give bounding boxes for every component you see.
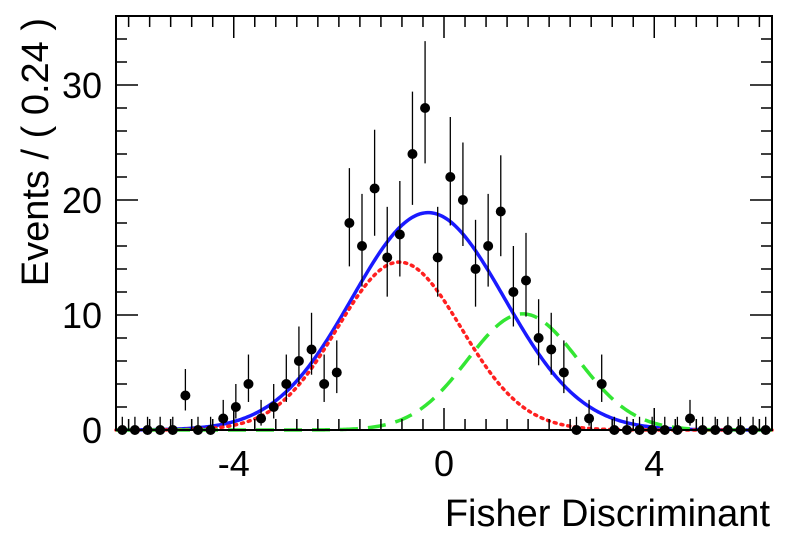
data-marker xyxy=(508,287,519,297)
data-marker xyxy=(533,333,544,343)
y-tick-label: 0 xyxy=(82,410,102,451)
data-point xyxy=(457,142,468,246)
data-marker xyxy=(268,402,279,412)
data-marker xyxy=(256,413,267,424)
data-marker xyxy=(584,413,595,424)
data-marker xyxy=(596,379,607,389)
data-marker xyxy=(319,379,330,389)
x-tick-label: -4 xyxy=(218,443,250,484)
data-point xyxy=(558,340,569,394)
data-point xyxy=(445,117,456,226)
axis-ticks xyxy=(116,15,772,431)
data-marker xyxy=(470,264,481,274)
data-point xyxy=(218,399,229,426)
axis-tick-labels: -4 0 4 0 10 20 30 xyxy=(62,65,664,484)
data-marker xyxy=(457,195,468,205)
data-point xyxy=(369,129,380,236)
data-point xyxy=(596,354,607,402)
data-point xyxy=(470,219,481,307)
data-marker xyxy=(331,367,342,378)
data-marker xyxy=(445,172,456,182)
data-points xyxy=(117,41,771,435)
data-marker xyxy=(369,183,380,194)
data-point xyxy=(293,326,304,384)
data-point xyxy=(357,193,367,287)
data-marker xyxy=(293,356,304,366)
data-marker xyxy=(218,413,229,424)
data-point xyxy=(243,354,254,402)
data-point xyxy=(521,232,531,317)
data-marker xyxy=(357,241,367,251)
data-point xyxy=(394,180,405,277)
data-marker xyxy=(180,390,191,401)
data-point xyxy=(533,299,544,366)
x-tick-label: 0 xyxy=(434,443,454,484)
data-point xyxy=(306,312,317,375)
data-point xyxy=(432,206,443,297)
data-point xyxy=(319,354,330,402)
data-point xyxy=(495,155,506,257)
data-marker xyxy=(394,229,405,240)
data-marker xyxy=(407,149,418,159)
data-marker xyxy=(546,344,557,355)
data-marker xyxy=(685,413,695,424)
data-point xyxy=(483,193,494,287)
data-point xyxy=(685,399,695,426)
data-point xyxy=(256,399,267,426)
data-marker xyxy=(420,103,431,113)
fit-curve-dashed xyxy=(116,312,772,432)
data-point xyxy=(344,168,355,267)
data-marker xyxy=(558,367,569,378)
data-marker xyxy=(382,252,393,263)
y-axis-title: Events / ( 0.24 ) xyxy=(15,18,57,286)
data-point xyxy=(546,312,557,375)
data-marker xyxy=(521,275,531,286)
data-marker xyxy=(243,379,254,389)
x-tick-label: 4 xyxy=(644,443,664,484)
data-point xyxy=(281,354,292,402)
y-tick-label: 10 xyxy=(62,295,102,336)
data-point xyxy=(180,369,191,411)
y-tick-label: 30 xyxy=(62,65,102,106)
data-point xyxy=(407,91,418,205)
data-point xyxy=(331,340,342,394)
data-marker xyxy=(344,218,355,228)
data-marker xyxy=(281,379,292,389)
data-marker xyxy=(432,252,443,263)
data-point xyxy=(382,206,393,297)
fit-curve-dotted xyxy=(114,260,774,432)
data-marker xyxy=(306,344,317,355)
x-axis-title: Fisher Discriminant xyxy=(445,493,771,535)
data-point xyxy=(508,246,519,327)
data-marker xyxy=(495,206,506,217)
y-tick-label: 20 xyxy=(62,180,102,221)
data-point xyxy=(268,384,279,419)
data-marker xyxy=(230,402,241,412)
data-marker xyxy=(483,241,494,251)
data-point xyxy=(420,41,431,164)
